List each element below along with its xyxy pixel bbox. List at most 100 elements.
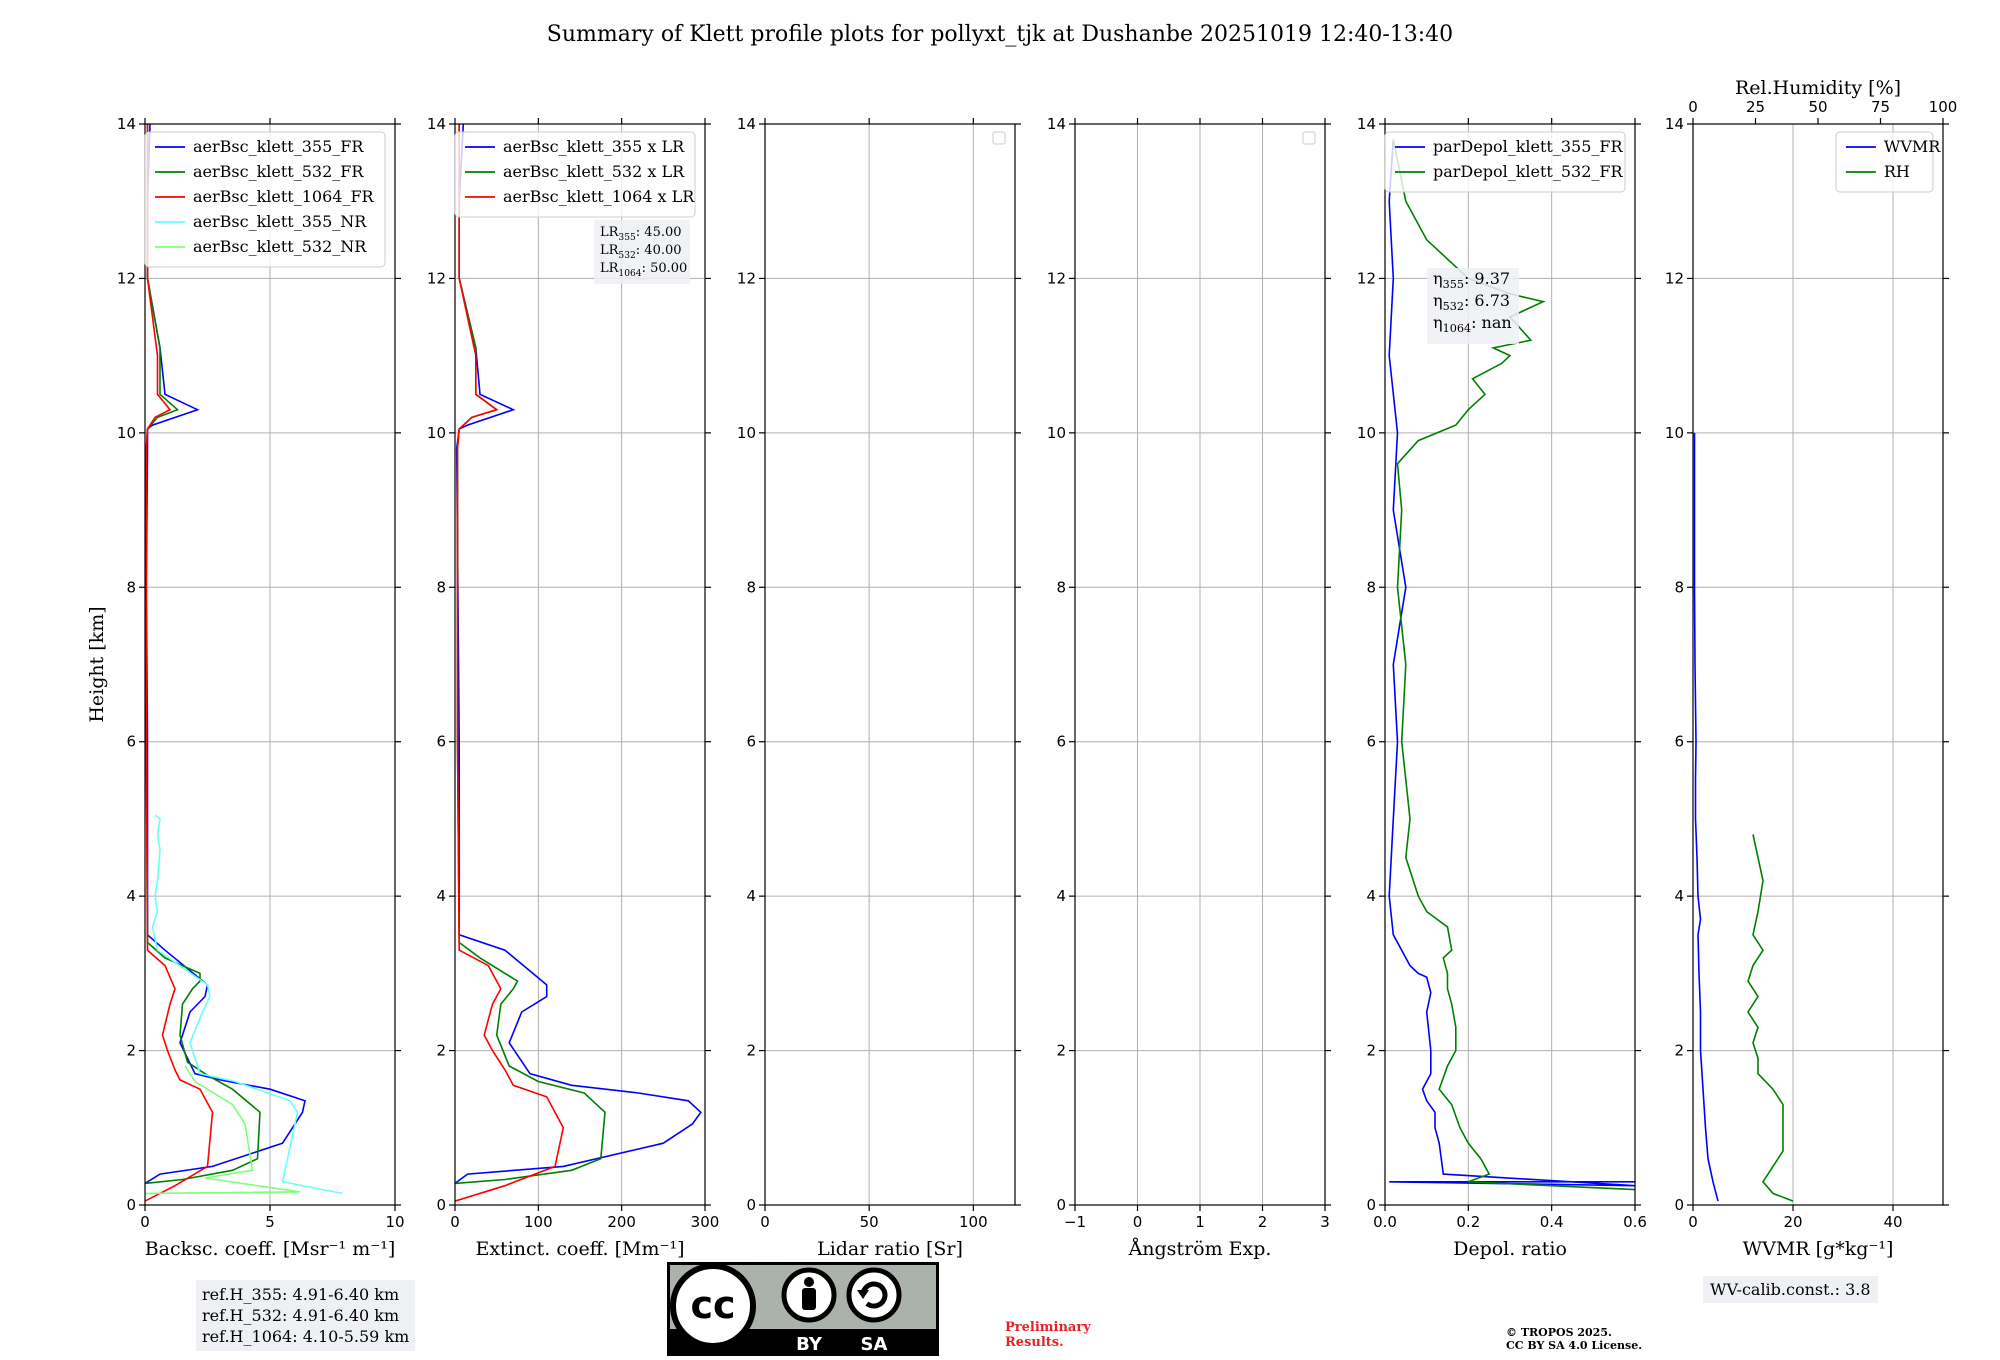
y-tick-label: 4 [746, 887, 756, 905]
y-tick-label: 14 [1665, 115, 1684, 133]
legend-label: aerBsc_klett_355_NR [193, 212, 367, 231]
axes-frame [764, 123, 1016, 1206]
annotation-box [594, 220, 690, 284]
y-tick-label: 4 [436, 887, 446, 905]
copyright-note: © TROPOS 2025. CC BY SA 4.0 License. [1506, 1326, 1642, 1352]
series-line-0 [145, 124, 306, 1185]
series-line-1 [455, 124, 606, 1185]
y-tick-label: 0 [126, 1196, 136, 1214]
legend-label: aerBsc_klett_532 x LR [503, 162, 685, 181]
x2-tick-label: 25 [1746, 98, 1765, 116]
legend-label: aerBsc_klett_532_NR [193, 237, 367, 256]
y-tick-label: 8 [436, 578, 446, 596]
cc-by-sa-icon: cc BY SA [667, 1262, 939, 1356]
x2-tick-label: 50 [1808, 98, 1827, 116]
y-tick-label: 4 [1056, 887, 1066, 905]
x-tick-label: 0 [1133, 1213, 1143, 1231]
copyright-line-1: © TROPOS 2025. [1506, 1326, 1612, 1339]
preliminary-line-2: Results. [1005, 1335, 1064, 1350]
y-tick-label: 0 [1674, 1196, 1684, 1214]
copyright-line-2: CC BY SA 4.0 License. [1506, 1339, 1643, 1352]
annotation-value: : 45.00 [636, 225, 682, 240]
preliminary-note: Preliminary Results. [1005, 1320, 1091, 1350]
y-tick-label: 10 [1665, 424, 1684, 442]
x-tick-label: 10 [385, 1213, 404, 1231]
x-tick-label: 0.4 [1540, 1213, 1564, 1231]
y-tick-label: 8 [1056, 578, 1066, 596]
y-tick-label: 8 [746, 578, 756, 596]
y-tick-label: 0 [1366, 1196, 1376, 1214]
annotation-line: η1064: nan [1433, 313, 1512, 335]
annotation-box [1427, 268, 1519, 344]
y-tick-label: 14 [1357, 115, 1376, 133]
y-tick-label: 12 [117, 269, 136, 287]
cc-by-label: BY [796, 1334, 823, 1355]
annotation-symbol: η [1433, 291, 1443, 310]
annotation-line: LR532: 40.00 [600, 243, 682, 261]
empty-legend [1302, 131, 1316, 145]
y-tick-label: 4 [1674, 887, 1684, 905]
x-axis-label: Backsc. coeff. [Msr⁻¹ m⁻¹] [145, 1238, 396, 1260]
annotation-line: η355: 9.37 [1433, 269, 1510, 291]
series-line-0 [1388, 139, 1635, 1187]
annotation-symbol: LR [600, 225, 620, 240]
y-tick-label: 0 [1056, 1196, 1066, 1214]
wv-calibration-box: WV-calib.const.: 3.8 [1703, 1276, 1878, 1303]
x-tick-label: 100 [959, 1213, 988, 1231]
x-tick-label: 50 [860, 1213, 879, 1231]
y-tick-label: 6 [746, 733, 756, 751]
x2-tick-label: 100 [1929, 98, 1958, 116]
empty-legend [992, 131, 1006, 145]
x-axis-label: Depol. ratio [1453, 1238, 1567, 1260]
ref-line-1064: ref.H_1064: 4.10-5.59 km [202, 1327, 410, 1346]
y-tick-label: 6 [436, 733, 446, 751]
legend-label: aerBsc_klett_355 x LR [503, 137, 685, 156]
y-tick-label: 12 [427, 269, 446, 287]
x-axis-label: Extinct. coeff. [Mm⁻¹] [475, 1238, 684, 1260]
y-tick-label: 2 [126, 1042, 136, 1060]
series-line-1 [1392, 139, 1635, 1191]
y-tick-label: 6 [1366, 733, 1376, 751]
series-line-1 [145, 124, 261, 1185]
series-line-0 [455, 124, 702, 1185]
x-tick-label: 0.2 [1456, 1213, 1480, 1231]
annotation-subscript: 355 [1443, 278, 1464, 291]
series-line-0 [1693, 432, 1719, 1202]
y-tick-label: 12 [737, 269, 756, 287]
x-tick-label: 0 [760, 1213, 770, 1231]
x-tick-label: −1 [1064, 1213, 1086, 1231]
cc-sa-label: SA [861, 1334, 888, 1355]
legend-label: WVMR [1884, 137, 1941, 156]
annotation-subscript: 532 [1443, 300, 1464, 313]
legend-label: aerBsc_klett_1064_FR [193, 187, 375, 206]
y-tick-label: 10 [1357, 424, 1376, 442]
legend-box [454, 131, 696, 218]
annotation-line: LR355: 45.00 [600, 225, 682, 243]
series-line-2 [455, 124, 565, 1202]
legend-label: RH [1884, 162, 1910, 181]
y-tick-label: 14 [427, 115, 446, 133]
annotation-value: : nan [1471, 313, 1512, 332]
y-tick-label: 12 [1357, 269, 1376, 287]
x-tick-label: 0 [450, 1213, 460, 1231]
x2-tick-label: 75 [1871, 98, 1890, 116]
annotation-symbol: LR [600, 261, 620, 276]
x-tick-label: 0.6 [1623, 1213, 1647, 1231]
legend-box [144, 131, 386, 268]
y-tick-label: 12 [1047, 269, 1066, 287]
preliminary-line-1: Preliminary [1005, 1320, 1091, 1335]
y-tick-label: 14 [117, 115, 136, 133]
cc-text: cc [690, 1283, 735, 1327]
y-tick-label: 4 [1366, 887, 1376, 905]
x-tick-label: 0 [140, 1213, 150, 1231]
y-tick-label: 6 [1674, 733, 1684, 751]
y-tick-label: 14 [737, 115, 756, 133]
x-tick-label: 2 [1258, 1213, 1268, 1231]
y-tick-label: 10 [1047, 424, 1066, 442]
axes-frame [454, 123, 706, 1206]
ref-line-532: ref.H_532: 4.91-6.40 km [202, 1306, 400, 1325]
y-tick-label: 10 [427, 424, 446, 442]
x-tick-label: 40 [1883, 1213, 1902, 1231]
legend-box [1384, 131, 1626, 193]
